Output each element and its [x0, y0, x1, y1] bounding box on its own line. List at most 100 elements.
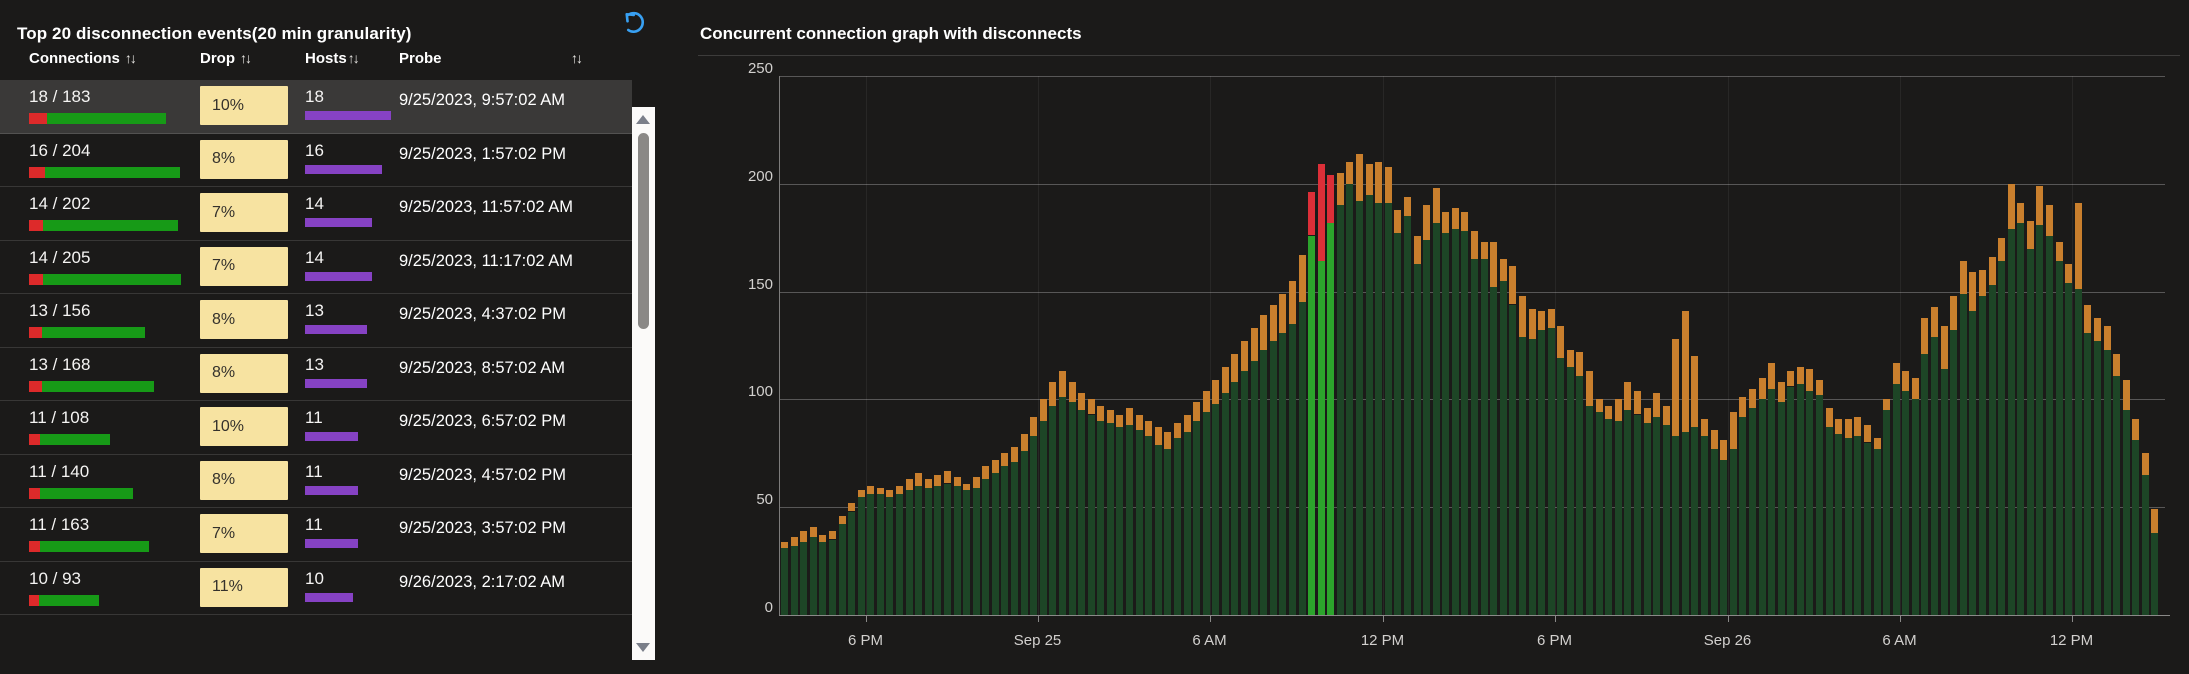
chart-bar[interactable]: [1365, 0, 1373, 674]
chart-bar[interactable]: [2132, 0, 2140, 674]
chart-bar[interactable]: [1787, 0, 1795, 674]
chart-bar[interactable]: [2113, 0, 2120, 674]
chart-bar[interactable]: [1509, 0, 1517, 674]
chart-bar[interactable]: [1614, 0, 1622, 674]
chart-bar[interactable]: [1729, 0, 1737, 674]
sort-icon-probe[interactable]: ↑↓: [571, 50, 583, 66]
chart-bar[interactable]: [2093, 0, 2101, 674]
chart-bar[interactable]: [2122, 0, 2130, 674]
chart-bar[interactable]: [1825, 0, 1833, 674]
chart-bar-disconnect-event[interactable]: [1308, 0, 1316, 674]
chart-bar[interactable]: [867, 0, 875, 674]
chart-bar[interactable]: [1566, 0, 1574, 674]
chart-bar[interactable]: [982, 0, 990, 674]
table-row[interactable]: 13 / 156 8% 13 9/25/2023, 4:37:02 PM: [0, 294, 632, 348]
chart-bar[interactable]: [1528, 0, 1536, 674]
chart-bar[interactable]: [1940, 0, 1948, 674]
chart-bar[interactable]: [1106, 0, 1114, 674]
chart-bar[interactable]: [1633, 0, 1641, 674]
table-row[interactable]: 14 / 205 7% 14 9/25/2023, 11:17:02 AM: [0, 241, 632, 294]
chart-bar[interactable]: [1873, 0, 1881, 674]
chart-bar[interactable]: [1269, 0, 1277, 674]
chart-bar[interactable]: [1432, 0, 1440, 674]
chart-bar[interactable]: [1758, 0, 1766, 674]
chart-bar[interactable]: [1193, 0, 1201, 674]
chart-bar[interactable]: [781, 0, 788, 674]
chart-bar[interactable]: [1250, 0, 1258, 674]
chart-bar[interactable]: [1346, 0, 1354, 674]
chart-bar[interactable]: [2074, 0, 2082, 674]
chart-bar[interactable]: [1058, 0, 1066, 674]
table-row[interactable]: 11 / 108 10% 11 9/25/2023, 6:57:02 PM: [0, 401, 632, 455]
chart-bar[interactable]: [819, 0, 827, 674]
chart-bar[interactable]: [2036, 0, 2044, 674]
chart-bar[interactable]: [1653, 0, 1661, 674]
sort-icon-connections[interactable]: ↑↓: [124, 50, 137, 66]
chart-bar[interactable]: [1221, 0, 1229, 674]
chart-bar[interactable]: [2046, 0, 2053, 674]
chart-bar[interactable]: [963, 0, 971, 674]
chart-bar[interactable]: [934, 0, 942, 674]
chart-bar[interactable]: [848, 0, 856, 674]
chart-bar[interactable]: [1011, 0, 1018, 674]
chart-bar[interactable]: [1202, 0, 1210, 674]
sort-icon-hosts[interactable]: ↑↓: [347, 50, 360, 66]
column-header-hosts[interactable]: Hosts↑↓: [305, 50, 360, 67]
chart-bar[interactable]: [838, 0, 846, 674]
chart-bar[interactable]: [1461, 0, 1469, 674]
table-row[interactable]: 13 / 168 8% 13 9/25/2023, 8:57:02 AM: [0, 348, 632, 401]
chart-bar[interactable]: [800, 0, 808, 674]
chart-bar[interactable]: [1135, 0, 1143, 674]
chart-bar[interactable]: [1921, 0, 1929, 674]
column-header-connections[interactable]: Connections ↑↓: [29, 50, 137, 67]
chart-bar[interactable]: [1902, 0, 1910, 674]
chart-bar[interactable]: [1835, 0, 1843, 674]
chart-bar[interactable]: [1097, 0, 1105, 674]
chart-bar[interactable]: [2055, 0, 2063, 674]
chart-bar[interactable]: [915, 0, 923, 674]
chart-bar[interactable]: [1720, 0, 1728, 674]
chart-bar[interactable]: [2026, 0, 2034, 674]
chart-bar[interactable]: [1662, 0, 1670, 674]
undo-button[interactable]: [616, 7, 650, 41]
chart-bar[interactable]: [1969, 0, 1977, 674]
chart-bar[interactable]: [1538, 0, 1546, 674]
chart-bar[interactable]: [2141, 0, 2149, 674]
chart-bar[interactable]: [1672, 0, 1680, 674]
chart-bar[interactable]: [1078, 0, 1086, 674]
chart-bar[interactable]: [1039, 0, 1047, 674]
chart-bar[interactable]: [1087, 0, 1095, 674]
chart-bar[interactable]: [1384, 0, 1392, 674]
chart-bar[interactable]: [1863, 0, 1871, 674]
table-row[interactable]: 11 / 140 8% 11 9/25/2023, 4:57:02 PM: [0, 455, 632, 508]
chart-bar[interactable]: [876, 0, 884, 674]
chart-bar[interactable]: [1499, 0, 1507, 674]
chart-bar[interactable]: [1710, 0, 1718, 674]
chart-bar[interactable]: [1576, 0, 1584, 674]
chart-bar[interactable]: [1375, 0, 1383, 674]
chart-bar[interactable]: [1701, 0, 1708, 674]
chart-bar[interactable]: [1288, 0, 1296, 674]
table-row[interactable]: 11 / 163 7% 11 9/25/2023, 3:57:02 PM: [0, 508, 632, 562]
chart-bar[interactable]: [1480, 0, 1488, 674]
chart-bar[interactable]: [953, 0, 961, 674]
chart-bar[interactable]: [1173, 0, 1181, 674]
chart-bar[interactable]: [1356, 0, 1363, 674]
chart-bar[interactable]: [1624, 0, 1632, 674]
chart-bar[interactable]: [1883, 0, 1890, 674]
chart-bar[interactable]: [1030, 0, 1038, 674]
chart-bar[interactable]: [1471, 0, 1478, 674]
chart-bar[interactable]: [1394, 0, 1402, 674]
chart-bar[interactable]: [2084, 0, 2092, 674]
chart-bar[interactable]: [896, 0, 903, 674]
scrollbar-up-icon[interactable]: [636, 115, 650, 124]
chart-bar[interactable]: [1413, 0, 1421, 674]
chart-bar-disconnect-event[interactable]: [1317, 0, 1325, 674]
chart-bar[interactable]: [1279, 0, 1287, 674]
chart-bar[interactable]: [1547, 0, 1555, 674]
chart-bar[interactable]: [1988, 0, 1996, 674]
chart-bar[interactable]: [2103, 0, 2111, 674]
chart-bar[interactable]: [1212, 0, 1220, 674]
sort-icon-drop[interactable]: ↑↓: [240, 50, 252, 66]
chart-bar[interactable]: [1950, 0, 1958, 674]
